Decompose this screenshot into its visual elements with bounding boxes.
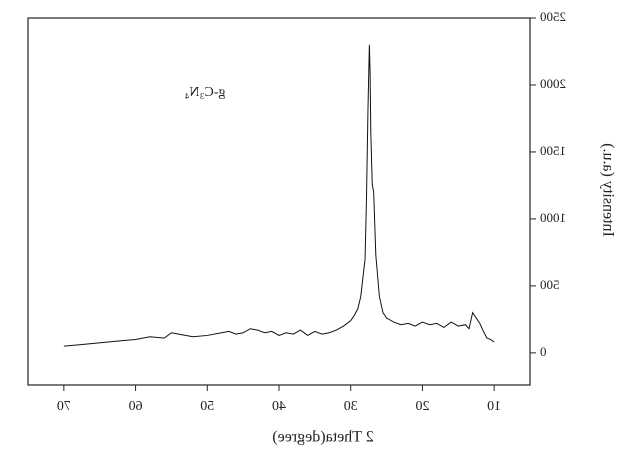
y-tick-label: 1500	[540, 143, 566, 158]
y-tick-label: 2500	[540, 9, 566, 24]
y-tick-label: 2000	[540, 76, 566, 91]
x-tick-label: 40	[272, 399, 286, 414]
annotation: g-C₃N₄	[184, 85, 225, 100]
y-tick-label: 1000	[540, 210, 566, 225]
x-axis-title: 2 Theta(degree)	[272, 429, 373, 446]
x-tick-label: 60	[129, 399, 143, 414]
y-axis-title: Intensity (a.u.)	[599, 143, 616, 237]
x-tick-label: 20	[415, 399, 429, 414]
y-tick-label: 500	[540, 277, 560, 292]
x-tick-label: 50	[200, 399, 214, 414]
x-tick-label: 70	[57, 399, 71, 414]
y-tick-label: 0	[540, 344, 547, 359]
x-tick-label: 30	[344, 399, 358, 414]
x-tick-label: 10	[487, 399, 501, 414]
data-line	[63, 44, 495, 347]
